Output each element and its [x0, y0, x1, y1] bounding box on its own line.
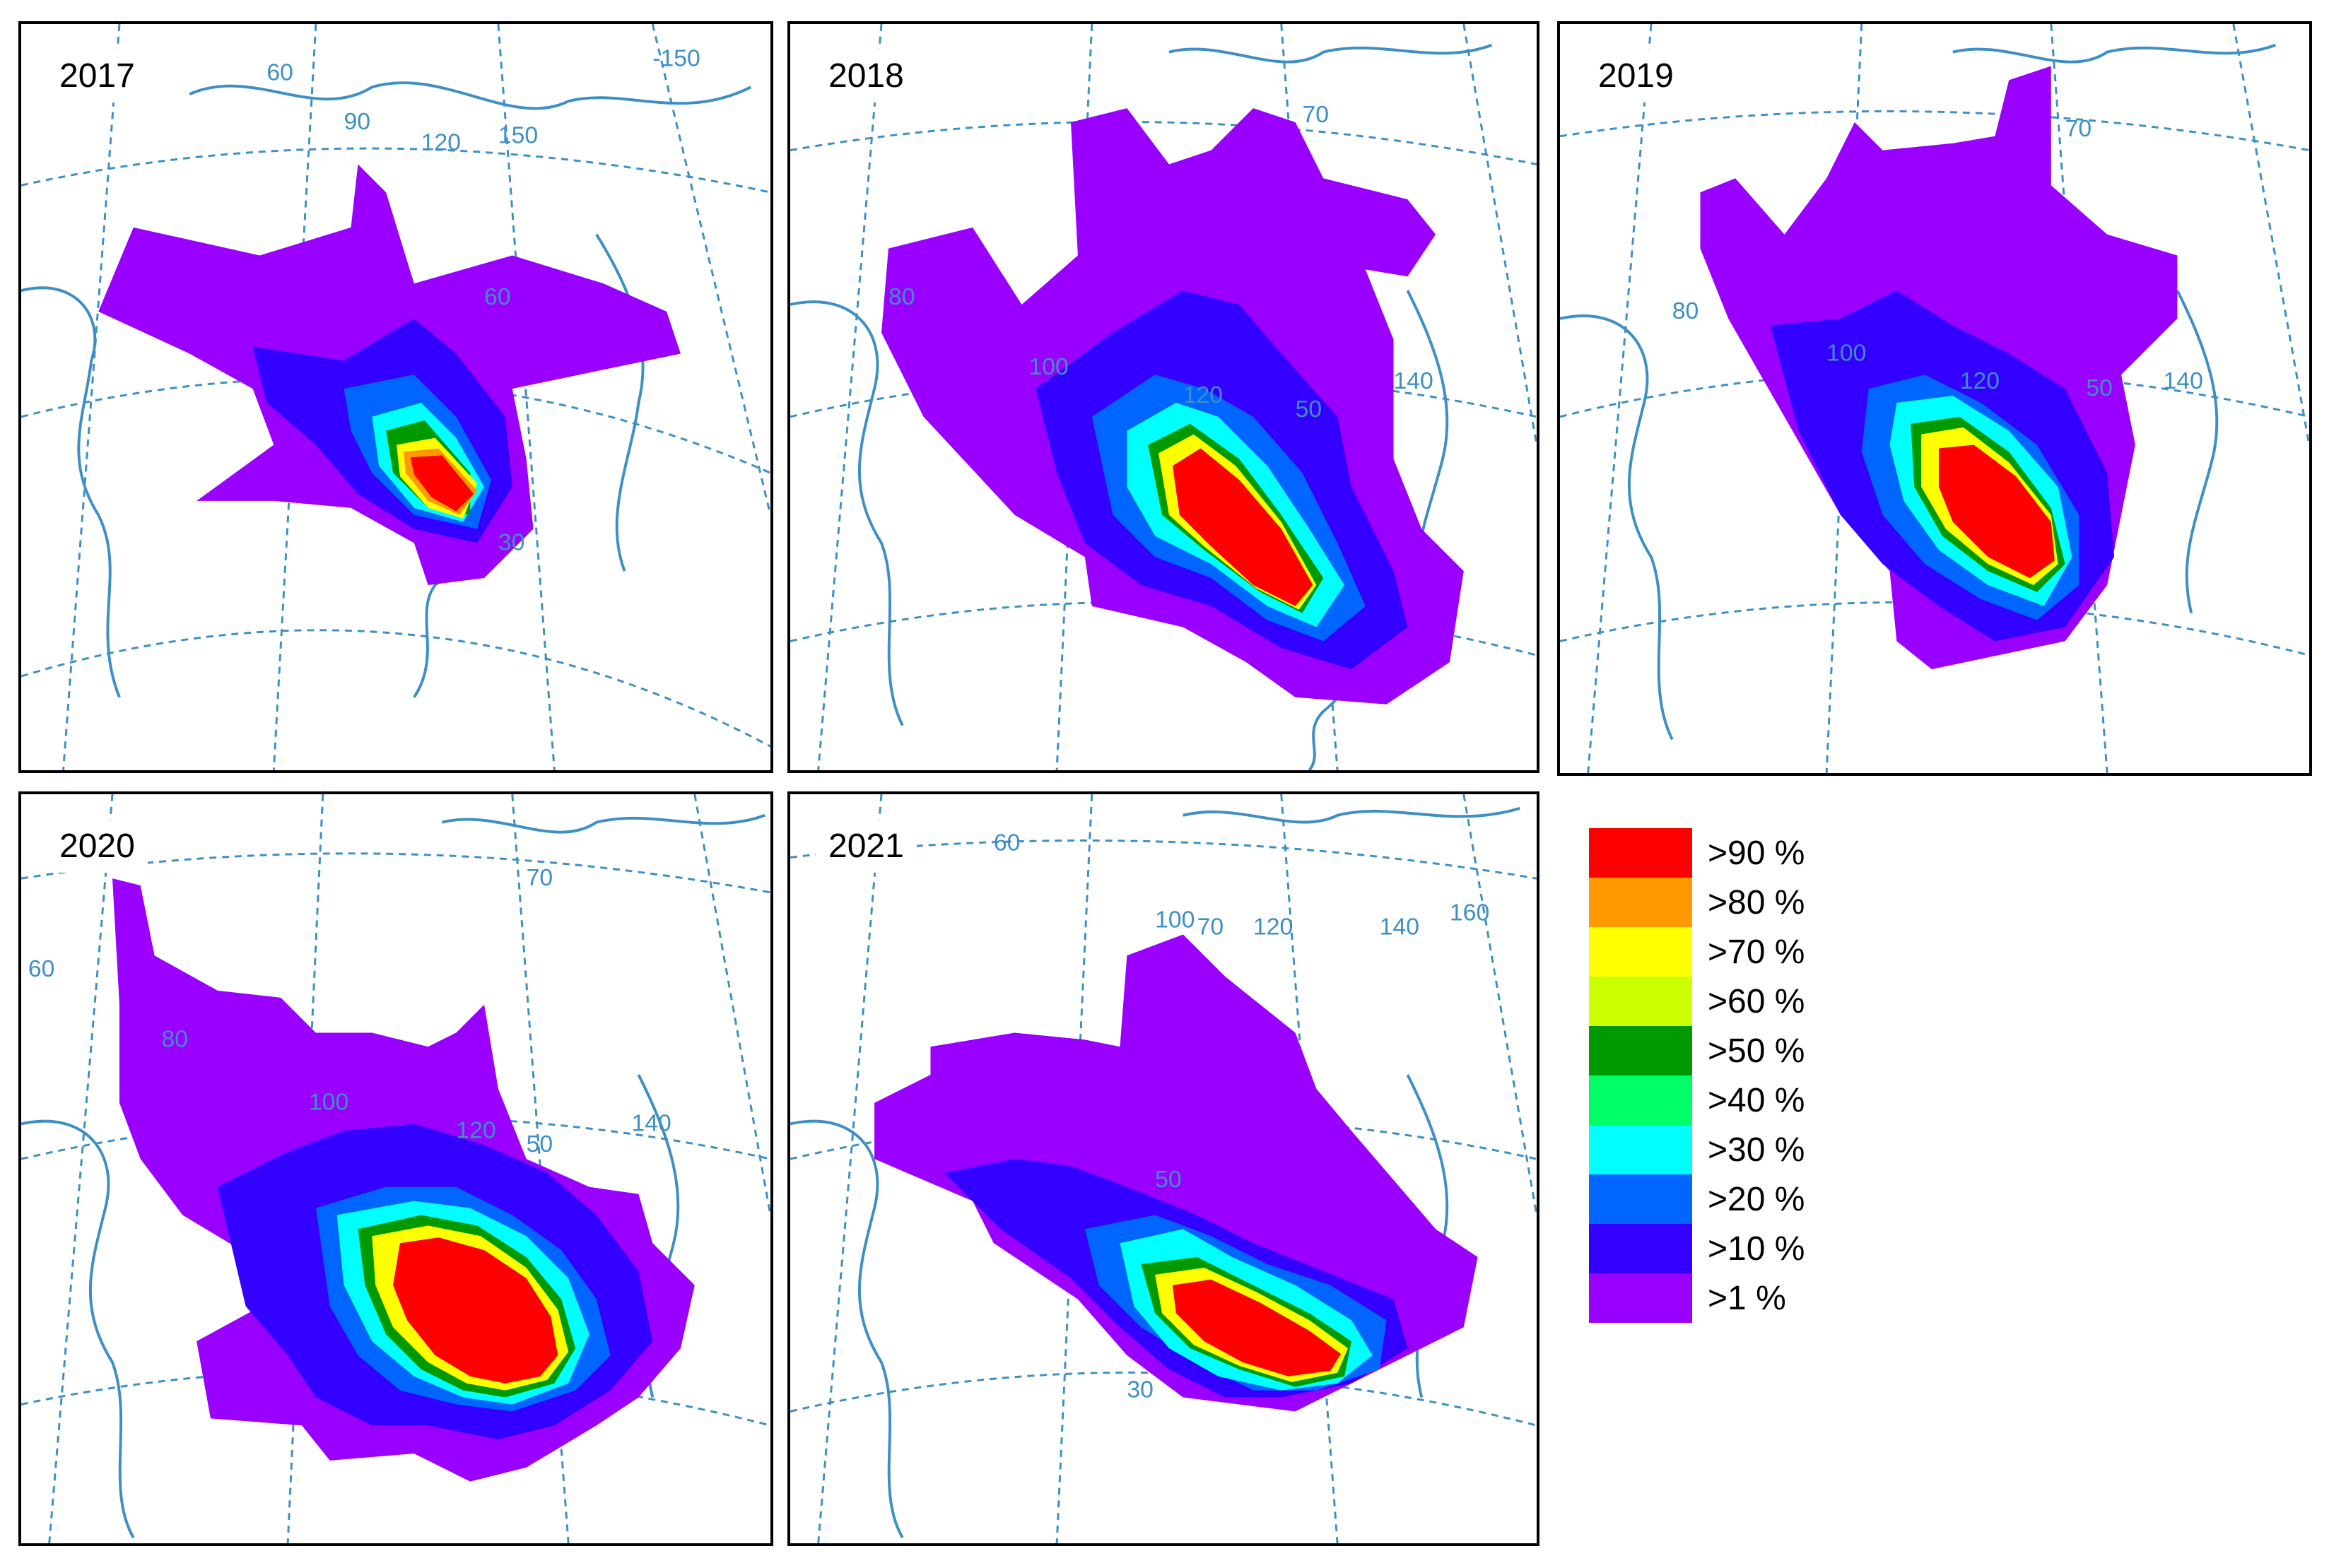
map-panel-2020: 70 60 80 100 120 50 140 2020	[18, 791, 773, 1546]
map-panel-2019: 70 80 100 120 50 140 2019	[1557, 21, 2312, 776]
legend-swatch	[1589, 1075, 1692, 1125]
legend-swatch	[1589, 977, 1692, 1026]
legend-label: >70 %	[1708, 933, 1805, 971]
legend-label: >30 %	[1708, 1131, 1805, 1169]
svg-text:100: 100	[1028, 353, 1068, 380]
svg-text:50: 50	[1296, 396, 1322, 423]
legend-item: >90 %	[1589, 828, 1985, 878]
svg-text:30: 30	[498, 529, 525, 555]
legend-item: >70 %	[1589, 927, 1985, 977]
legend-label: >50 %	[1708, 1032, 1805, 1070]
footprint	[881, 108, 1464, 705]
map-panel-2017: 60 90 120 150 -150 60 30 2017	[18, 21, 773, 773]
svg-text:60: 60	[994, 829, 1021, 856]
legend-item: >30 %	[1589, 1125, 1985, 1174]
svg-text:140: 140	[2164, 367, 2203, 394]
svg-text:100: 100	[1155, 907, 1195, 933]
legend-item: >10 %	[1589, 1224, 1985, 1273]
legend-label: >10 %	[1708, 1230, 1805, 1268]
legend-label: >40 %	[1708, 1082, 1805, 1119]
svg-text:120: 120	[421, 129, 461, 156]
svg-text:50: 50	[527, 1131, 553, 1157]
svg-text:120: 120	[456, 1116, 495, 1143]
legend-swatch	[1589, 1125, 1692, 1174]
legend-item: >20 %	[1589, 1174, 1985, 1224]
graticule	[21, 24, 770, 770]
svg-text:70: 70	[2065, 115, 2092, 142]
grid-labels: 70 60 80 100 120 50 140	[28, 864, 671, 1157]
svg-text:140: 140	[1380, 914, 1419, 941]
map-panel-2018: 70 80 100 120 50 140 2018	[787, 21, 1539, 773]
svg-text:70: 70	[527, 864, 553, 891]
footprint	[98, 164, 681, 585]
legend-item: >80 %	[1589, 878, 1985, 927]
legend-label: >1 %	[1708, 1280, 1786, 1317]
svg-text:80: 80	[888, 283, 915, 310]
svg-text:60: 60	[266, 59, 293, 86]
grid-labels: 70 80 100 120 50 140	[1672, 115, 2203, 401]
legend-swatch	[1589, 927, 1692, 977]
legend-item: >50 %	[1589, 1026, 1985, 1075]
grid-labels: 70 80 100 120 50 140	[888, 101, 1433, 423]
coastlines	[1560, 43, 2277, 741]
svg-text:140: 140	[631, 1109, 671, 1136]
legend-label: >90 %	[1708, 835, 1805, 872]
footprint	[112, 878, 695, 1482]
map-canvas: 70 80 100 120 50 140	[1560, 24, 2309, 773]
map-panel-2021: 60 100 70 120 140 160 50 30 2021	[787, 791, 1539, 1546]
svg-text:80: 80	[162, 1025, 189, 1052]
svg-text:60: 60	[28, 955, 55, 982]
legend-swatch	[1589, 1026, 1692, 1075]
svg-text:100: 100	[309, 1089, 348, 1116]
svg-text:160: 160	[1450, 900, 1489, 926]
svg-text:140: 140	[1394, 367, 1433, 394]
svg-text:120: 120	[1183, 382, 1223, 408]
legend-swatch	[1589, 1224, 1692, 1273]
legend-swatch	[1589, 1174, 1692, 1224]
legend-swatch	[1589, 1273, 1692, 1323]
grid-labels: 60 90 120 150 -150 60 30	[266, 45, 700, 556]
svg-text:80: 80	[1672, 297, 1699, 324]
legend-swatch	[1589, 828, 1692, 878]
legend-item: >40 %	[1589, 1075, 1985, 1125]
legend-swatch	[1589, 878, 1692, 927]
map-canvas: 70 60 80 100 120 50 140	[21, 794, 770, 1543]
map-canvas: 70 80 100 120 50 140	[790, 24, 1537, 770]
svg-text:90: 90	[344, 108, 371, 135]
svg-text:120: 120	[1253, 914, 1293, 941]
svg-text:70: 70	[1303, 101, 1330, 128]
year-label: 2017	[47, 49, 148, 102]
legend-label: >20 %	[1708, 1181, 1805, 1218]
grid-labels: 60 100 70 120 140 160 50 30	[994, 829, 1489, 1403]
footprint	[1700, 66, 2178, 670]
svg-text:100: 100	[1826, 339, 1866, 366]
legend-label: >60 %	[1708, 983, 1805, 1020]
svg-text:50: 50	[2086, 375, 2113, 401]
map-canvas: 60 100 70 120 140 160 50 30	[790, 794, 1537, 1543]
svg-text:120: 120	[1960, 367, 2000, 394]
year-label: 2018	[816, 49, 917, 102]
svg-text:70: 70	[1197, 914, 1224, 941]
year-label: 2021	[816, 820, 917, 873]
svg-text:150: 150	[498, 122, 538, 149]
year-label: 2019	[1585, 49, 1686, 102]
legend-item: >60 %	[1589, 977, 1985, 1026]
legend-label: >80 %	[1708, 884, 1805, 921]
svg-text:50: 50	[1155, 1166, 1182, 1193]
year-label: 2020	[47, 820, 148, 873]
svg-text:30: 30	[1127, 1377, 1154, 1403]
svg-text:60: 60	[484, 283, 511, 310]
legend-item: >1 %	[1589, 1273, 1985, 1323]
footprint	[874, 934, 1478, 1412]
svg-text:-150: -150	[652, 45, 700, 72]
map-canvas: 60 90 120 150 -150 60 30	[21, 24, 770, 770]
